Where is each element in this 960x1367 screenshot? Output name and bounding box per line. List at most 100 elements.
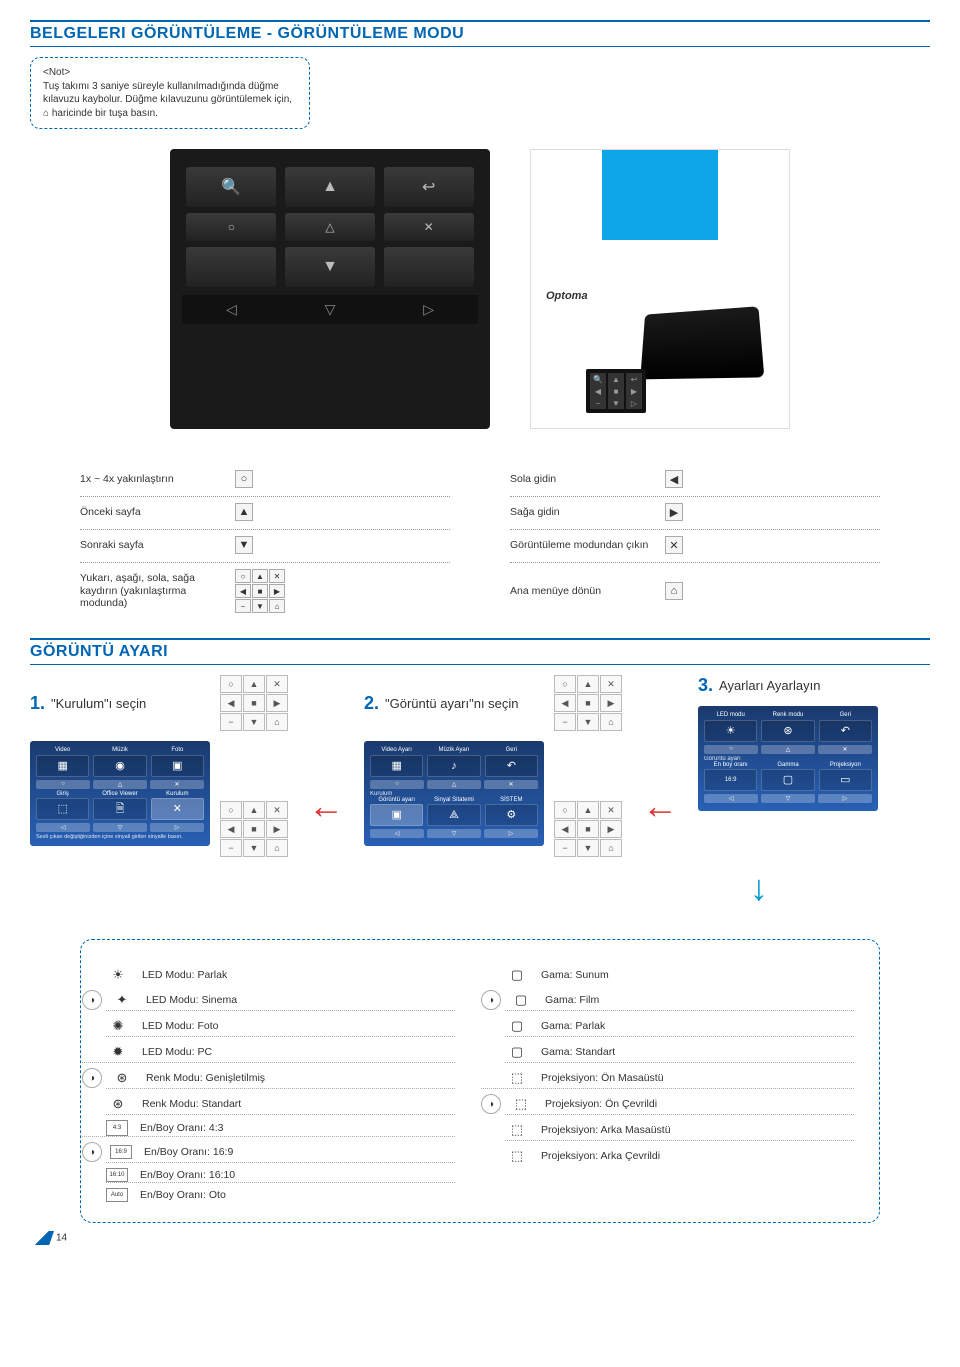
menu-screen-2: Video Ayarı▦ Müzik Ayarı♪ Geri↶ ○△✕ Kuru… [364,741,544,846]
settings-row: ◑▢Gama: Film [481,985,854,1010]
system-icon: ⚙ [485,804,538,826]
step-3: 3. Ayarları Ayarlayın LED modu☀ Renk mod… [698,675,930,857]
settings-label: Gama: Standart [541,1046,615,1058]
legend-row: Sonraki sayfa ▼ [80,529,450,554]
menu-item-label: Video [55,747,70,753]
legend-label: Yukarı, aşağı, sola, sağa kaydırın (yakı… [80,572,220,610]
projection-icon: ▭ [819,769,872,791]
settings-row: ▢Gama: Standart [505,1036,854,1062]
proj-rear-desk-icon: ⬚ [505,1120,529,1140]
home-icon: ⌂ [665,582,683,600]
menu-item-label: Giriş [56,791,68,797]
back-icon: ↶ [485,755,538,777]
settings-label: Renk Modu: Genişletilmiş [146,1072,265,1084]
gamma-film-icon: ▢ [509,990,533,1010]
color-std-icon: ⊛ [106,1094,130,1114]
arrow-left-red-icon: ← [642,755,678,857]
ratio-169-icon: 16:9 [110,1145,132,1159]
note-box: <Not> Tuş takımı 3 saniye süreyle kullan… [30,57,310,129]
device-bluebar [602,150,718,240]
remote-panel: 🔍 ▲ ↩ ○ △ ✕ ▼ ◁ ▽ ▷ [170,149,490,429]
menu-item-label: Kurulum [166,791,188,797]
color-mode-icon: ⊛ [761,720,814,742]
settings-label: LED Modu: Sinema [146,994,237,1006]
settings-row: ▢Gama: Parlak [505,1010,854,1036]
settings-label: LED Modu: PC [142,1046,212,1058]
menu-screen-1: Video▦ Müzik◉ Foto▣ ○△✕ Giriş⬚ Office Vi… [30,741,210,846]
legend-row: Ana menüye dönün ⌂ [510,562,880,613]
step-num: 2. [364,693,379,714]
menu-item-label: Projeksiyon [830,762,861,768]
remote-left-icon: ◁ [226,301,237,318]
proj-front-flip-icon: ⬚ [509,1094,533,1114]
ratio-43-icon: 4:3 [106,1120,128,1136]
gamma-icon: ▢ [761,769,814,791]
photo-icon: ▣ [151,755,204,777]
grid-icon: ○▲✕ ◀■▶ −▼⌂ [235,569,285,613]
legend-row: Önceki sayfa ▲ [80,496,450,521]
legend-label: Görüntüleme modundan çıkın [510,539,650,552]
remote-blank-left [186,247,276,287]
settings-row: ☀LED Modu: Parlak [106,960,455,985]
remote-right-icon: ▷ [423,301,434,318]
menu-hint: Sesli çıkan değiştiğinizden içine sinyal… [36,834,204,840]
remote-up-icon: ▲ [285,167,375,207]
settings-label: Gama: Parlak [541,1020,605,1032]
setup-icon: ✕ [151,798,204,820]
settings-row: 16:10 En/Boy Oranı: 16:10 [106,1162,455,1182]
menu-item-label: Gamma [777,762,798,768]
settings-label: Projeksiyon: Ön Çevrildi [545,1098,657,1110]
settings-label: En/Boy Oranı: Oto [140,1189,226,1201]
settings-row: ⬚Projeksiyon: Arka Çevrildi [505,1140,854,1166]
settings-label: En/Boy Oranı: 16:9 [144,1146,233,1158]
legend-label: Ana menüye dönün [510,585,650,598]
keypad-icon: ○▲✕ ◀■▶ −▼⌂ [554,801,622,857]
legend-label: Sonraki sayfa [80,539,220,552]
video-setting-icon: ▦ [370,755,423,777]
menu-item-label: SİSTEM [500,797,522,803]
color-wide-icon: ⊛ [110,1068,134,1088]
section-header-image: GÖRÜNTÜ AYARI [30,638,930,665]
circle-icon: ○ [235,470,253,488]
input-icon: ⬚ [36,798,89,820]
projector-icon [640,306,764,379]
menu-item-label: En boy oranı [714,762,748,768]
legend-label: 1x ~ 4x yakınlaştırın [80,473,220,486]
brand-label: Optoma [546,290,789,302]
icon-legend: 1x ~ 4x yakınlaştırın ○ Sola gidin ◀ Önc… [80,464,880,613]
settings-row: ⬚ Projeksiyon: Arka Masaüstü [505,1114,854,1140]
bulb-pc-icon: ✹ [106,1042,130,1062]
remote-blank-right [384,247,474,287]
menu-item-label: Müzik Ayarı [439,747,470,753]
step-1: 1. "Kurulum"ı seçin ○▲✕ ◀■▶ −▼⌂ Video▦ M… [30,675,288,857]
ratio-1610-icon: 16:10 [106,1168,128,1182]
legend-row: 1x ~ 4x yakınlaştırın ○ [80,464,450,488]
settings-box: ☀LED Modu: Parlak ◑✦LED Modu: Sinema ✺LE… [80,939,880,1223]
group-icon: ◑ [82,990,102,1010]
legend-row: Görüntüleme modundan çıkın ✕ [510,529,880,554]
menu-item-label: Geri [840,712,851,718]
menu-item-label: Müzik [112,747,128,753]
menu-item-label: Office Viewer [102,791,137,797]
settings-row: ✺LED Modu: Foto [106,1010,455,1036]
mini-remote: 🔍▲↩ ◀■▶ −▼▷ [586,369,646,413]
settings-label: Projeksiyon: Arka Masaüstü [541,1124,671,1136]
legend-label: Sağa gidin [510,506,650,519]
settings-label: En/Boy Oranı: 16:10 [140,1169,235,1181]
steps-row: 1. "Kurulum"ı seçin ○▲✕ ◀■▶ −▼⌂ Video▦ M… [30,675,930,857]
back-icon: ↶ [819,720,872,742]
settings-row: ◑✦LED Modu: Sinema [82,985,455,1010]
legend-row: Sağa gidin ▶ [510,496,880,521]
settings-row: ⬚Projeksiyon: Ön Masaüstü [505,1062,854,1088]
settings-label: Renk Modu: Standart [142,1098,241,1110]
step-text: "Kurulum"ı seçin [51,696,146,711]
group-icon: ◑ [481,1094,501,1114]
signal-icon: ⟁ [427,804,480,826]
remote-down2-icon: ▽ [325,301,336,318]
left-icon: ◀ [665,470,683,488]
section-header-viewing: BELGELERI GÖRÜNTÜLEME - GÖRÜNTÜLEME MODU [30,20,930,47]
office-icon: 🗎 [93,798,146,820]
settings-row: 4:3En/Boy Oranı: 4:3 [106,1114,455,1136]
group-icon: ◑ [82,1142,102,1162]
step-text: "Görüntü ayarı"nı seçin [385,696,519,711]
